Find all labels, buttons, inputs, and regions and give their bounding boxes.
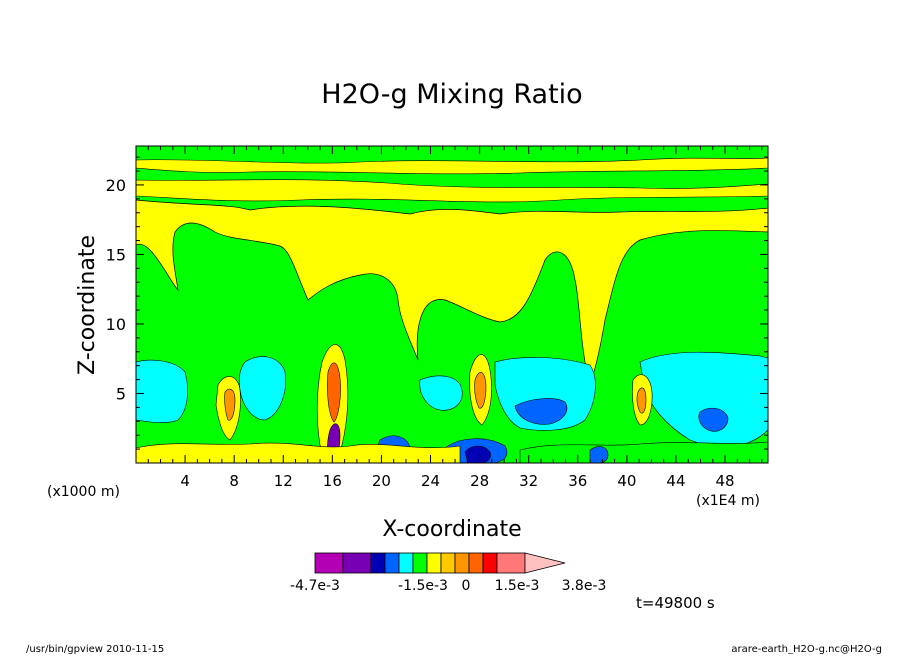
colorbar-swatch	[370, 552, 386, 574]
x-tick-label: 8	[229, 472, 239, 490]
colorbar-label: -1.5e-3	[398, 578, 448, 594]
contour-tower-16-core	[327, 362, 341, 423]
y-tick-label: 15	[106, 245, 126, 264]
y-tick-label: 20	[106, 176, 126, 195]
contour-tower-28-core	[474, 372, 487, 409]
x-scale-note: (x1E4 m)	[696, 493, 760, 509]
colorbar-label: 1.5e-3	[495, 578, 540, 594]
y-tick-label: 10	[106, 315, 126, 334]
footer-left: /usr/bin/gpview 2010-11-15	[26, 644, 164, 654]
colorbar-label: 3.8e-3	[562, 578, 607, 594]
x-tick-label: 40	[617, 472, 636, 490]
colorbar-swatch	[468, 552, 484, 574]
colorbar	[314, 552, 566, 574]
x-tick-label: 24	[421, 472, 440, 490]
x-tick-label: 4	[180, 472, 190, 490]
contour-cyan-low	[419, 375, 463, 411]
x-tick-label: 12	[274, 472, 293, 490]
colorbar-swatch	[454, 552, 470, 574]
contour-tower-40-core	[636, 387, 647, 414]
colorbar-swatch	[482, 552, 498, 574]
x-tick-label: 16	[323, 472, 342, 490]
y-axis-label: Z-coordinate	[75, 235, 100, 375]
x-axis: 4 8 12 16 20 24 28 32 36 40 44 48	[147, 146, 763, 490]
y-tick-label: 5	[116, 384, 126, 403]
colorbar-labels: -4.7e-3 -1.5e-3 0 1.5e-3 3.8e-3	[290, 578, 606, 594]
plot-area	[135, 145, 769, 464]
x-tick-label: 36	[568, 472, 587, 490]
colorbar-swatch	[412, 552, 428, 574]
colorbar-swatch	[384, 552, 400, 574]
x-tick-label: 28	[470, 472, 489, 490]
colorbar-label: -4.7e-3	[290, 578, 340, 594]
time-label: t=49800 s	[636, 594, 715, 612]
contour-green-surface	[519, 441, 769, 464]
contour-blue-right	[698, 407, 729, 432]
colorbar-arrow	[524, 552, 566, 574]
chart-title: H2O-g Mixing Ratio	[321, 79, 582, 110]
plot-frame	[135, 145, 769, 464]
contour-cyan-midleft	[238, 356, 286, 421]
contour-yellow-main	[135, 199, 769, 387]
x-tick-label: 32	[519, 472, 538, 490]
colorbar-swatch	[496, 552, 526, 574]
colorbar-swatch	[342, 552, 372, 574]
colorbar-swatch	[426, 552, 442, 574]
x-tick-label: 44	[666, 472, 685, 490]
contour-yellow-surface	[135, 442, 461, 464]
colorbar-swatch	[398, 552, 414, 574]
contour-cyan-right	[639, 351, 769, 448]
contour-blue-center	[514, 398, 568, 425]
x-unit-note: (x1000 m)	[47, 484, 120, 500]
x-tick-label: 48	[716, 472, 735, 490]
contour-blue-surface-right	[589, 446, 609, 464]
contour-cyan-left	[135, 359, 188, 424]
y-axis: 5 10 15 20	[106, 156, 768, 450]
colorbar-swatch	[440, 552, 456, 574]
colorbar-swatch	[314, 552, 344, 574]
contour-tower-8-core	[224, 388, 236, 421]
x-tick-label: 20	[372, 472, 391, 490]
contour-navy-bottom	[464, 445, 491, 464]
footer-right: arare-earth_H2O-g.nc@H2O-g	[731, 644, 882, 654]
colorbar-label: 0	[462, 578, 471, 594]
x-axis-label: X-coordinate	[382, 517, 521, 542]
